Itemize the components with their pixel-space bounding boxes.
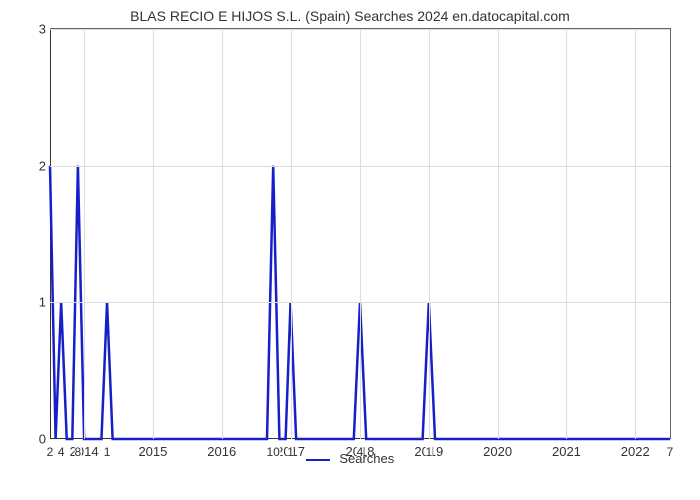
grid-line-v [635, 29, 636, 439]
grid-line-v [566, 29, 567, 439]
grid-line-v [291, 29, 292, 439]
legend: Searches [20, 451, 680, 466]
grid-line-v [222, 29, 223, 439]
grid-line-v [429, 29, 430, 439]
legend-label: Searches [339, 451, 394, 466]
ytick-label: 3 [30, 22, 46, 37]
grid-line-v [360, 29, 361, 439]
grid-line-v [84, 29, 85, 439]
grid-line-v [153, 29, 154, 439]
grid-line-v [498, 29, 499, 439]
legend-swatch [306, 459, 330, 461]
ytick-label: 0 [30, 432, 46, 447]
chart-container: BLAS RECIO E HIJOS S.L. (Spain) Searches… [20, 8, 680, 468]
ytick-label: 2 [30, 158, 46, 173]
chart-title: BLAS RECIO E HIJOS S.L. (Spain) Searches… [20, 8, 680, 24]
plot-area: 0123201420152016201720182019202020212022… [50, 28, 671, 439]
ytick-label: 1 [30, 295, 46, 310]
